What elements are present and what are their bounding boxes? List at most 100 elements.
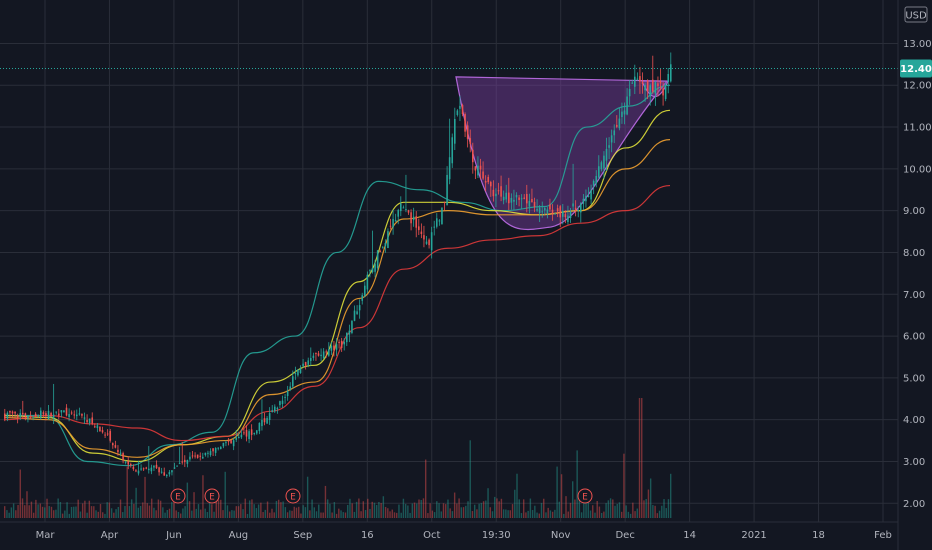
candle-body: [466, 125, 469, 139]
volume-bar: [391, 509, 393, 518]
candle-body: [600, 162, 603, 170]
candle-body: [135, 470, 137, 472]
volume-bar: [233, 510, 235, 518]
volume-bar: [596, 500, 598, 518]
volume-bar: [616, 503, 618, 518]
volume-bar: [373, 502, 376, 518]
volume-bar: [416, 503, 418, 518]
volume-bar: [73, 506, 75, 518]
volume-bar: [311, 499, 313, 518]
volume-bar: [625, 505, 627, 518]
volume-bar: [26, 491, 28, 518]
volume-bar: [658, 510, 661, 518]
candle-body: [248, 431, 250, 439]
volume-bar: [389, 511, 391, 518]
candle-body: [346, 332, 348, 343]
volume-bar: [469, 440, 471, 518]
candle-body: [533, 201, 536, 208]
currency-button[interactable]: USD: [904, 6, 928, 23]
candle-body: [160, 471, 163, 473]
volume-bar: [226, 505, 229, 518]
candle-body: [145, 467, 148, 469]
volume-bar: [17, 505, 19, 518]
candle-body: [384, 243, 387, 247]
volume-bar: [61, 513, 64, 518]
volume-bar: [560, 474, 563, 518]
volume-bar: [102, 512, 104, 518]
volume-bar: [197, 504, 200, 518]
candle-body: [19, 413, 22, 417]
candle-body: [266, 417, 268, 424]
volume-bar: [574, 499, 576, 518]
volume-bar: [594, 512, 596, 518]
candle-body: [11, 411, 14, 414]
volume-bar: [360, 511, 362, 518]
candle-body: [389, 225, 392, 227]
volume-bar: [146, 503, 148, 518]
volume-bar: [364, 510, 367, 518]
volume-bar: [620, 511, 623, 518]
volume-bar: [135, 487, 137, 518]
candle-body: [286, 390, 289, 397]
candle-body: [256, 430, 258, 434]
candle-body: [155, 464, 158, 469]
volume-bar: [115, 509, 117, 518]
x-tick-label: Sep: [293, 530, 312, 541]
x-tick-label: Mar: [36, 530, 56, 541]
candle-body: [86, 420, 88, 423]
volume-bar: [286, 512, 289, 518]
volume-bar: [171, 502, 173, 518]
volume-bar: [46, 498, 48, 518]
candle-body: [153, 465, 155, 468]
candle-body: [122, 453, 124, 461]
candle-body: [99, 427, 101, 432]
volume-bar: [641, 398, 643, 518]
candle-body: [101, 430, 104, 433]
price-axis-ticks: 2.00 3.00 4.00 5.00 6.00 7.00 8.00 9.00 10.00 11.…: [903, 39, 932, 510]
volume-bar: [505, 509, 507, 518]
candle-body: [76, 414, 78, 417]
candle-body: [508, 192, 510, 204]
candle-body: [454, 119, 456, 144]
candle-body: [502, 196, 505, 201]
volume-bar: [491, 511, 494, 518]
volume-bar: [304, 507, 307, 518]
volume-bar: [538, 513, 540, 518]
volume-bar: [117, 506, 119, 518]
candle-body: [258, 422, 261, 432]
volume-bar: [88, 500, 91, 518]
candle-body: [315, 353, 317, 355]
earnings-marker-label: E: [290, 493, 296, 503]
volume-bar: [126, 466, 128, 518]
y-tick-label: 6.00: [903, 332, 925, 343]
candle-body: [423, 235, 425, 240]
candle-body: [34, 413, 37, 417]
candle-body: [531, 198, 533, 203]
volume-bar: [458, 498, 460, 518]
candle-body: [505, 192, 508, 200]
volume-bar: [353, 511, 356, 518]
volume-bar: [10, 507, 13, 518]
candle-body: [343, 341, 346, 345]
candle-body: [428, 239, 430, 246]
candle-body: [191, 455, 194, 457]
candle-body: [356, 311, 358, 314]
candle-body: [263, 418, 266, 423]
price-axis-panel[interactable]: [898, 0, 932, 550]
candle-body: [238, 436, 240, 439]
volume-bar: [224, 471, 226, 518]
volume-bar: [215, 501, 218, 518]
volume-bar: [340, 510, 342, 518]
volume-bar: [525, 512, 527, 518]
candle-body: [106, 433, 109, 435]
volume-bar: [536, 512, 538, 518]
volume-bar: [665, 508, 667, 518]
volume-bar: [262, 512, 264, 518]
candle-body: [83, 417, 86, 419]
volume-bar: [157, 499, 160, 518]
candle-body: [528, 200, 531, 207]
volume-bar: [634, 511, 636, 518]
time-axis-panel[interactable]: [0, 522, 898, 550]
